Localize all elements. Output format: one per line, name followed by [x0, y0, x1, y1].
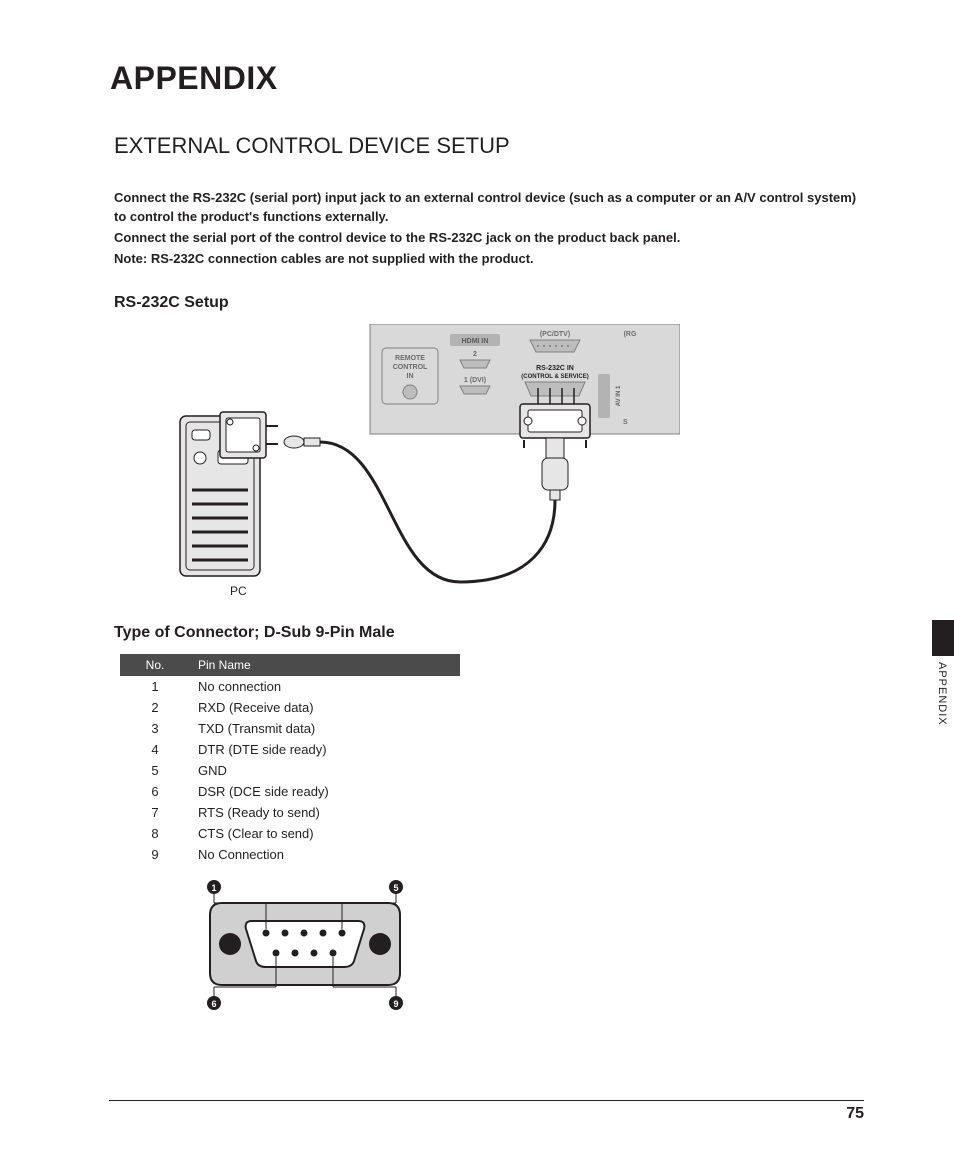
svg-text:AV IN 1: AV IN 1: [616, 385, 622, 406]
col-no: No.: [120, 654, 190, 676]
col-pin: Pin Name: [190, 654, 460, 676]
svg-text:2: 2: [473, 351, 477, 358]
page-title: APPENDIX: [110, 60, 864, 97]
svg-text:(RG: (RG: [624, 331, 637, 338]
svg-text:(PC/DTV): (PC/DTV): [540, 331, 570, 338]
table-row: 7RTS (Ready to send): [120, 802, 460, 823]
intro-p2: Connect the serial port of the control d…: [114, 229, 864, 248]
table-row: 2RXD (Receive data): [120, 697, 460, 718]
connector-heading: Type of Connector; D-Sub 9-Pin Male: [114, 624, 864, 642]
setup-svg: REMOTE CONTROL IN HDMI IN 2 1 (DVI) (PC/…: [160, 324, 680, 604]
svg-text:9: 9: [393, 999, 398, 1009]
svg-text:CONTROL: CONTROL: [393, 364, 428, 371]
pc-label: PC: [230, 584, 247, 598]
svg-text:RS-232C IN: RS-232C IN: [536, 365, 574, 372]
page-footer: 75: [109, 1100, 864, 1123]
table-row: 3TXD (Transmit data): [120, 718, 460, 739]
side-tab: APPENDIX: [932, 620, 954, 740]
svg-text:HDMI IN: HDMI IN: [462, 338, 489, 345]
svg-text:1 (DVI): 1 (DVI): [464, 377, 486, 384]
page-number: 75: [846, 1105, 864, 1122]
pin-table: No. Pin Name 1No connection 2RXD (Receiv…: [120, 654, 460, 865]
svg-text:REMOTE: REMOTE: [395, 355, 425, 362]
svg-text:6: 6: [211, 999, 216, 1009]
setup-diagram: REMOTE CONTROL IN HDMI IN 2 1 (DVI) (PC/…: [160, 324, 680, 604]
table-row: 9No Connection: [120, 844, 460, 865]
table-row: 5GND: [120, 760, 460, 781]
svg-text:1: 1: [211, 883, 216, 893]
table-row: 1No connection: [120, 676, 460, 697]
intro-p3: Note: RS-232C connection cables are not …: [114, 250, 864, 269]
connector-diagram: 1 5 6 9: [190, 875, 420, 1015]
side-tab-label: APPENDIX: [936, 662, 948, 726]
section-title: EXTERNAL CONTROL DEVICE SETUP: [114, 133, 864, 159]
svg-text:(CONTROL & SERVICE): (CONTROL & SERVICE): [521, 374, 588, 380]
rs232-heading: RS-232C Setup: [114, 294, 864, 312]
svg-text:S: S: [623, 419, 628, 426]
side-tab-marker: [932, 620, 954, 656]
svg-text:IN: IN: [407, 373, 414, 380]
table-row: 8CTS (Clear to send): [120, 823, 460, 844]
intro-text: Connect the RS-232C (serial port) input …: [110, 189, 864, 268]
intro-p1: Connect the RS-232C (serial port) input …: [114, 189, 864, 227]
svg-text:5: 5: [393, 883, 398, 893]
table-row: 6DSR (DCE side ready): [120, 781, 460, 802]
table-row: 4DTR (DTE side ready): [120, 739, 460, 760]
